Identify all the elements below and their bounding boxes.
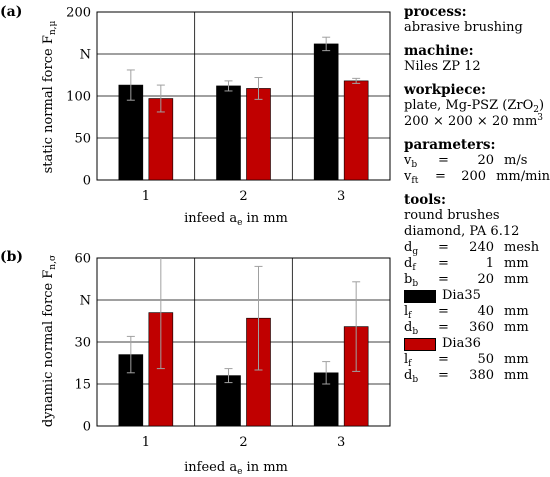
process-parameter-unit: m/s — [504, 153, 528, 168]
bar-dia36-a — [343, 80, 369, 181]
y-tick-label-a: 200 — [66, 6, 91, 21]
x-tick-label-b: 3 — [337, 435, 345, 450]
legend-swatch-dia36 — [404, 337, 436, 351]
process-parameter-row: vb = 20 m/s — [404, 153, 550, 170]
y-tick-label-a: 100 — [66, 90, 91, 105]
machine-title: machine: — [404, 43, 474, 59]
x-tick-label-a: 1 — [142, 189, 150, 204]
dia36-parameter-value: 380 — [469, 368, 494, 383]
dia35-parameter-row: db = 360 mm — [404, 320, 550, 337]
y-unit-label-a: N — [80, 48, 91, 63]
y-tick-label-b: 30 — [74, 336, 91, 351]
tool-parameter-value: 1 — [485, 256, 494, 271]
tool-parameter-equals: = — [438, 240, 449, 255]
panel-label-a: (a) — [0, 4, 22, 20]
tool-parameter-value: 240 — [469, 240, 494, 255]
dia36-parameter-unit: mm — [504, 352, 529, 367]
y-unit-label-b: N — [80, 294, 91, 309]
dia35-parameter-unit: mm — [504, 304, 529, 319]
tools-material: diamond, PA 6.12 — [404, 224, 520, 239]
bar-dia36-a — [246, 88, 271, 181]
dia35-parameter-row: lf = 40 mm — [404, 304, 550, 321]
dia36-parameter-equals: = — [438, 352, 449, 367]
tool-parameter-equals: = — [438, 272, 449, 287]
tool-parameter-symbol: dg — [404, 240, 419, 257]
legend-entry-dia35: Dia35 — [404, 288, 550, 304]
bar-dia35-a — [313, 43, 339, 181]
x-tick-label-a: 2 — [239, 189, 247, 204]
dia36-parameter-row: lf = 50 mm — [404, 352, 550, 369]
dia35-parameter-equals: = — [438, 320, 449, 335]
bar-dia35-a — [216, 85, 241, 181]
y-tick-label-a: 50 — [74, 132, 91, 147]
tool-parameter-row: dg = 240 mesh — [404, 240, 550, 257]
tools-title: tools: — [404, 192, 446, 208]
process-parameter-equals: = — [438, 153, 449, 168]
process-value: abrasive brushing — [404, 20, 523, 35]
bar-dia36-b — [148, 312, 174, 427]
x-tick-label-b: 1 — [142, 435, 150, 450]
tool-parameter-unit: mesh — [504, 240, 540, 255]
workpiece-material: plate, Mg-PSZ (ZrO2) — [404, 98, 545, 115]
parameters-title: parameters: — [404, 137, 496, 153]
y-tick-label-a: 0 — [83, 174, 91, 189]
dia35-parameter-equals: = — [438, 304, 449, 319]
dia35-parameter-list: lf = 40 mm db = 360 mm — [404, 304, 550, 337]
dia35-parameter-symbol: db — [404, 320, 419, 337]
process-title: process: — [404, 4, 467, 20]
tool-parameter-value: 20 — [477, 272, 494, 287]
bar-dia35-b — [216, 375, 241, 427]
tool-parameter-row: df = 1 mm — [404, 256, 550, 273]
process-parameter-value: 200 — [461, 169, 487, 184]
legend-label-dia35: Dia35 — [442, 288, 481, 303]
legend-swatch-dia35 — [404, 289, 436, 303]
process-parameter-row: vft = 200 mm/min — [404, 169, 550, 186]
dia35-parameter-value: 360 — [469, 320, 494, 335]
legend-panel: process: abrasive brushing machine: Nile… — [404, 0, 550, 477]
legend-label-dia36: Dia36 — [442, 336, 481, 351]
tool-parameter-unit: mm — [504, 272, 529, 287]
dia35-parameter-symbol: lf — [404, 304, 412, 321]
y-tick-label-b: 60 — [74, 252, 91, 267]
dia36-parameter-symbol: db — [404, 368, 419, 385]
dia35-parameter-unit: mm — [504, 320, 529, 335]
tool-parameter-symbol: df — [404, 256, 416, 273]
x-axis-title-b: infeed ae in mm — [184, 460, 288, 477]
dia36-parameter-row: db = 380 mm — [404, 368, 550, 385]
dia36-parameter-value: 50 — [477, 352, 494, 367]
y-tick-label-b: 0 — [83, 420, 91, 435]
parameter-list: vb = 20 m/s vft = 200 mm/min — [404, 153, 550, 186]
process-parameter-symbol: vft — [404, 169, 419, 186]
dia36-parameter-list: lf = 50 mm db = 380 mm — [404, 352, 550, 385]
x-axis-title-a: infeed ae in mm — [184, 211, 288, 228]
y-axis-title-b: dynamic normal force Fn,σ — [41, 255, 58, 427]
dia36-parameter-symbol: lf — [404, 352, 412, 369]
bar-dia35-a — [118, 84, 144, 181]
process-parameter-value: 20 — [477, 153, 494, 168]
legend-entry-dia36: Dia36 — [404, 336, 550, 352]
x-tick-label-a: 3 — [337, 189, 345, 204]
panel-label-b: (b) — [0, 249, 23, 265]
workpiece-title: workpiece: — [404, 82, 487, 98]
y-axis-title-a: static normal force Fn,μ — [41, 20, 58, 173]
dia36-parameter-equals: = — [438, 368, 449, 383]
process-parameter-unit: mm/min — [496, 169, 550, 184]
machine-value: Niles ZP 12 — [404, 59, 481, 74]
y-tick-label-b: 15 — [74, 378, 91, 393]
dia36-parameter-unit: mm — [504, 368, 529, 383]
workpiece-dimensions: 200 × 200 × 20 mm3 — [404, 113, 544, 130]
x-tick-label-b: 2 — [239, 435, 247, 450]
process-parameter-symbol: vb — [404, 153, 418, 170]
tool-parameter-list: dg = 240 mesh df = 1 mm bb = 20 mm — [404, 240, 550, 289]
process-parameter-equals: = — [435, 169, 446, 184]
chart-dynamic-normal-force: (b) dynamic normal force Fn,σ infeed ae … — [0, 249, 391, 477]
tool-parameter-row: bb = 20 mm — [404, 272, 550, 289]
tool-parameter-equals: = — [438, 256, 449, 271]
tool-parameter-unit: mm — [504, 256, 529, 271]
dia35-parameter-value: 40 — [477, 304, 494, 319]
tools-type: round brushes — [404, 208, 500, 223]
chart-static-normal-force: (a) static normal force Fn,μ infeed ae i… — [0, 4, 391, 228]
tool-parameter-symbol: bb — [404, 272, 419, 289]
